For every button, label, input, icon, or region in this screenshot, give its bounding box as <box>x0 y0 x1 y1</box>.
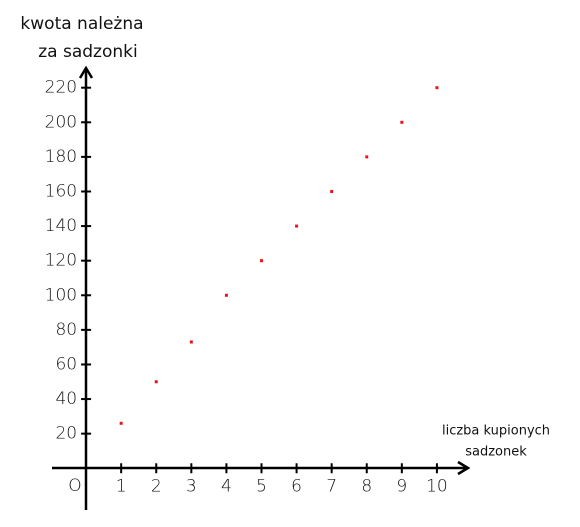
x-arrow <box>457 460 471 476</box>
x-tick-label: 6 <box>291 476 302 496</box>
point <box>154 380 158 384</box>
y-tick-label: 80 <box>55 320 77 340</box>
x-tick-label: 4 <box>221 476 232 496</box>
y-tick-label: 140 <box>45 216 77 236</box>
point <box>260 259 263 263</box>
point <box>119 421 123 425</box>
x-tick-label: 5 <box>256 476 267 496</box>
y-tick-label: 180 <box>45 147 77 167</box>
point <box>330 189 334 193</box>
y-tick-label: 100 <box>45 285 77 305</box>
y-tick-label: 160 <box>45 181 77 201</box>
x-label-line: liczba kupionych <box>442 424 550 439</box>
y-arrow <box>78 65 94 79</box>
y-label-line: za sadzonki <box>38 42 137 62</box>
x-tick-label: 1 <box>116 476 127 496</box>
y-label-line: kwota należna <box>20 14 143 34</box>
point <box>224 293 228 297</box>
x-tick-label: 2 <box>151 476 162 496</box>
y-tick-label: 120 <box>45 251 77 271</box>
point <box>365 155 369 159</box>
axes <box>52 65 471 510</box>
y-tick-label: 20 <box>55 424 77 444</box>
x-tick-label: 9 <box>396 476 407 496</box>
x-tick-label: 10 <box>426 476 448 496</box>
x-tick-label: 7 <box>326 476 337 496</box>
y-tick-label: 220 <box>45 78 77 98</box>
origin-label: O <box>68 476 81 496</box>
point <box>400 120 404 124</box>
y-tick-label: 40 <box>55 389 77 409</box>
y-tick-label: 200 <box>45 112 77 132</box>
point <box>295 224 299 228</box>
x-tick-label: 8 <box>361 476 372 496</box>
x-label-line: sadzonek <box>465 445 527 460</box>
x-tick-label: 3 <box>186 476 197 496</box>
point <box>435 86 439 90</box>
point <box>189 340 193 344</box>
y-tick-label: 60 <box>55 354 77 374</box>
